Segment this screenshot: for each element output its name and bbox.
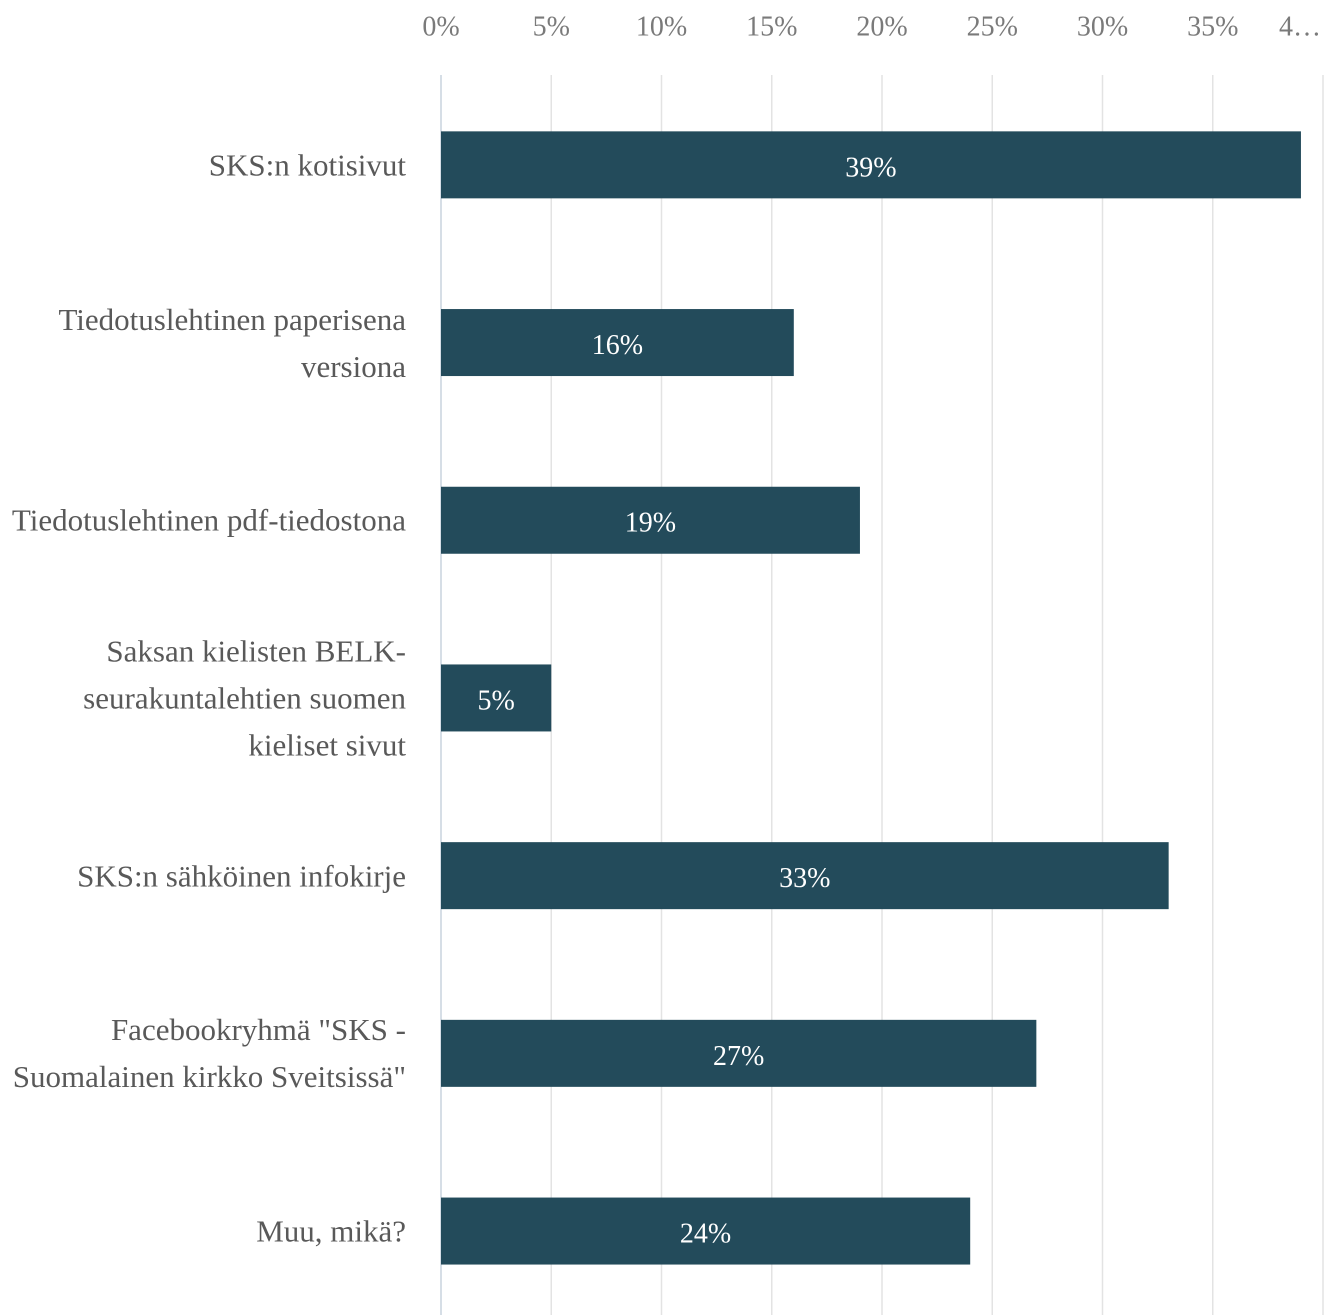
data-label: 33% (779, 863, 830, 894)
y-tick-label: SKS:n kotisivut (208, 147, 406, 183)
x-tick-label: 15% (746, 11, 797, 42)
bar (441, 486, 860, 554)
bar (441, 1019, 1037, 1087)
x-tick-label: 10% (636, 11, 687, 42)
data-label: 24% (680, 1218, 731, 1249)
y-tick-label: Muu, mikä? (256, 1213, 406, 1249)
y-tick-label: Tiedotuslehtinen pdf-tiedostona (11, 502, 406, 538)
x-tick-label: 20% (856, 11, 907, 42)
data-label: 19% (625, 508, 676, 539)
y-tick-label: Saksan kielisten BELK-seurakuntalehtien … (83, 633, 406, 763)
bar (441, 1197, 971, 1265)
bar (441, 309, 794, 377)
bar (441, 131, 1301, 199)
bar (441, 842, 1169, 910)
data-label: 5% (477, 685, 514, 716)
x-tick-label: 5% (533, 11, 570, 42)
x-tick-label: 25% (967, 11, 1018, 42)
bar (441, 664, 552, 732)
x-tick-label: 4… (1279, 11, 1321, 42)
x-tick-label: 0% (422, 11, 459, 42)
x-tick-label: 30% (1077, 11, 1128, 42)
y-tick-label: Tiedotuslehtinen paperisena versiona (58, 301, 406, 384)
data-label: 16% (592, 330, 643, 361)
data-label: 39% (845, 152, 896, 183)
data-label: 27% (713, 1041, 764, 1072)
y-tick-label: SKS:n sähköinen infokirje (77, 858, 406, 894)
x-tick-label: 35% (1187, 11, 1238, 42)
y-tick-label: Facebookryhmä "SKS - Suomalainen kirkko … (12, 1012, 406, 1095)
